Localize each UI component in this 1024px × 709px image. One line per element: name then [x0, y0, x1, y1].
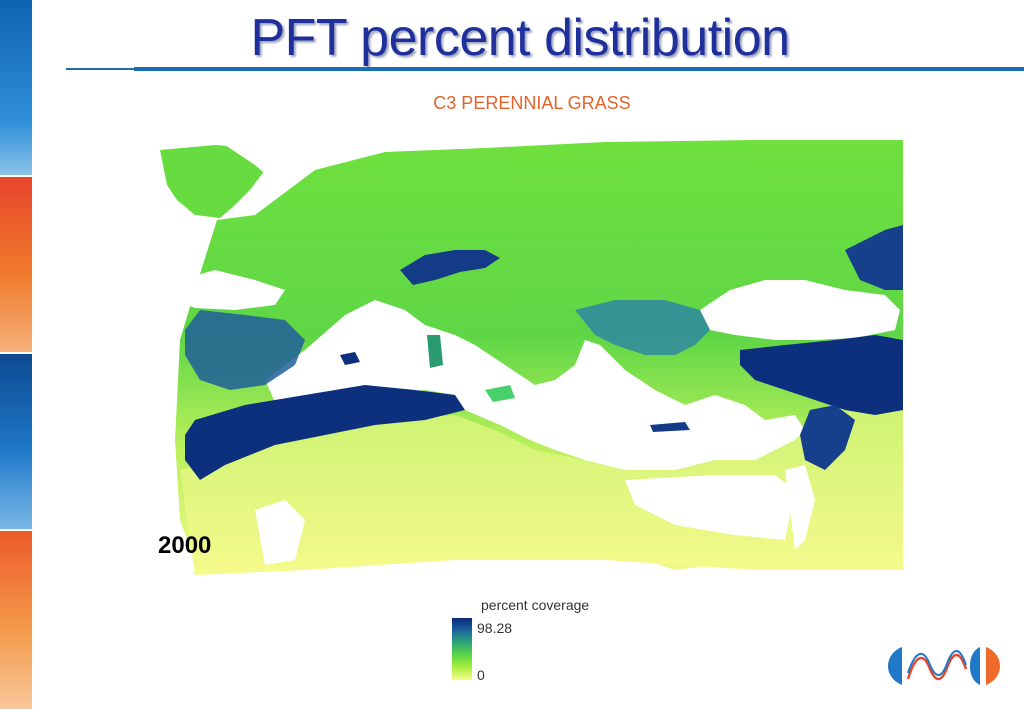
- map-anatolia-high-coverage: [740, 335, 903, 415]
- map-balearic-islands: [340, 352, 360, 365]
- map-alps-high-coverage: [400, 250, 500, 285]
- strip-segment-orange-top: [0, 177, 32, 352]
- strip-segment-blue-top: [0, 0, 32, 175]
- map-libya-gap: [625, 475, 795, 540]
- side-decoration-strip: [0, 0, 32, 709]
- pft-coverage-map: [160, 140, 903, 575]
- strip-segment-orange-bottom: [0, 531, 32, 709]
- legend-min-value: 0: [477, 667, 485, 683]
- map-sicily: [485, 385, 515, 402]
- map-north-sea: [225, 145, 305, 178]
- map-sahara-gap: [255, 500, 305, 565]
- organization-logo: [888, 647, 1000, 685]
- map-balkans-medium-coverage: [575, 300, 710, 355]
- pft-type-subtitle: C3 PERENNIAL GRASS: [433, 93, 631, 113]
- map-iberia-high-coverage: [185, 310, 305, 390]
- page-title: PFT percent distribution: [250, 9, 790, 67]
- map-black-sea: [700, 280, 900, 340]
- strip-segment-blue-bottom: [0, 354, 32, 529]
- title-underline-left: [66, 68, 136, 70]
- legend-color-bar: [452, 618, 472, 680]
- map-levant-high-coverage: [800, 405, 855, 470]
- map-sardinia: [427, 335, 443, 368]
- map-british-isles: [160, 145, 265, 218]
- map-caucasus-high-coverage: [845, 225, 903, 290]
- map-crete: [650, 422, 690, 432]
- map-atlas-high-coverage: [185, 385, 465, 480]
- map-red-sea-gap: [785, 465, 815, 550]
- year-label: 2000: [158, 532, 212, 559]
- legend-max-value: 98.28: [477, 620, 513, 636]
- legend-title: percent coverage: [481, 597, 590, 613]
- title-underline: [134, 67, 1024, 71]
- map-bay-of-biscay: [175, 270, 285, 310]
